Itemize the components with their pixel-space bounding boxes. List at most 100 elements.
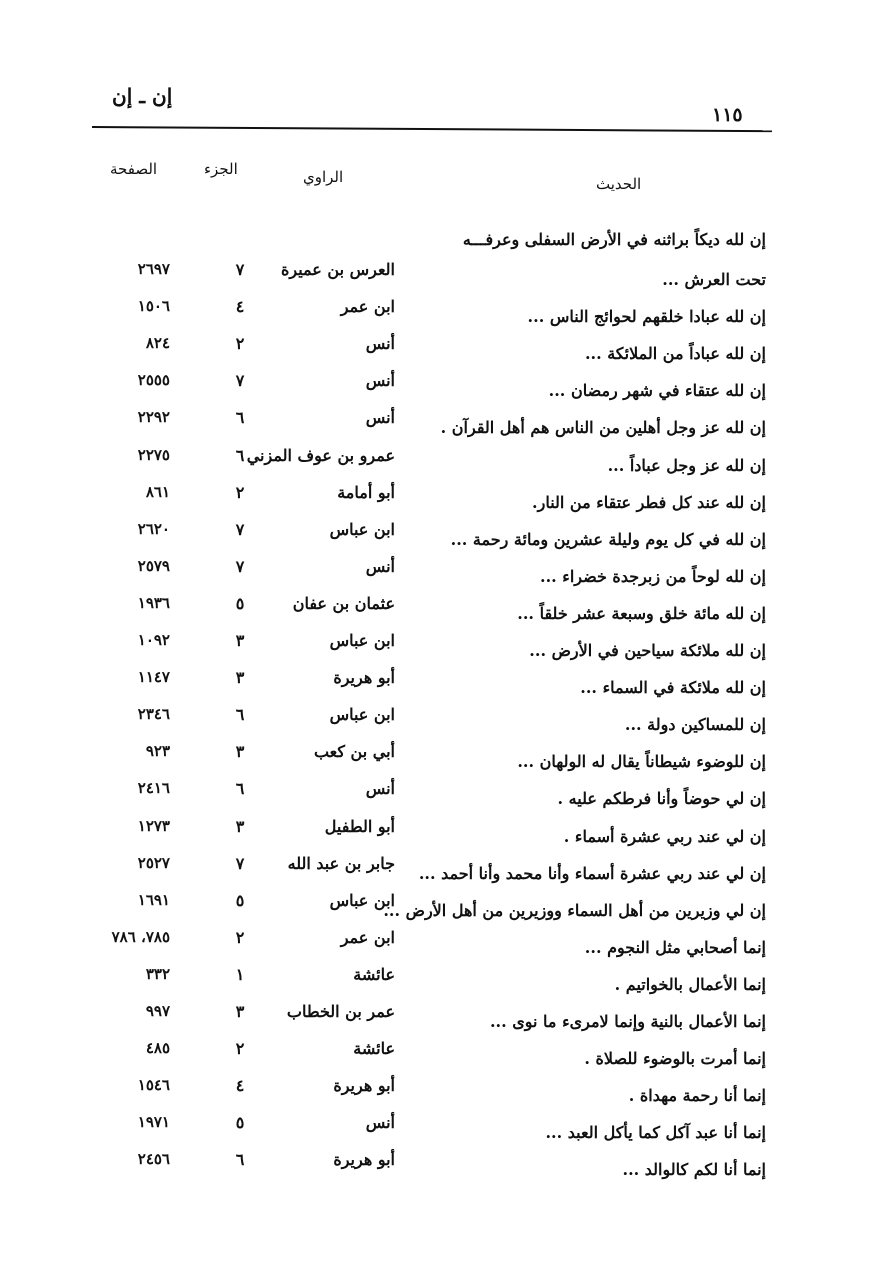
table-row: إن لله عتقاء في شهر رمضان ... أنس ٧ ٢٥٥٥	[0, 371, 892, 409]
page-reference: ١٢٧٣	[137, 816, 170, 835]
table-row: إن لله ملائكة سياحين في الأرض ... ابن عبا…	[0, 631, 892, 669]
hadith-first-line: إن لله ديكاً براثنه في الأرض السفلى وعرف…	[462, 230, 766, 249]
narrator: أنس	[365, 371, 395, 391]
narrator: أنس	[365, 779, 395, 799]
page-reference: ١٥٠٦	[137, 297, 170, 316]
table-row: إن للوضوء شيطاناً يقال له الولهان ... أبي…	[0, 742, 892, 780]
narrator: عمر بن الخطاب	[286, 1002, 395, 1021]
hadith-text: إن للوضوء شيطاناً يقال له الولهان ...	[517, 752, 766, 772]
narrator: العرس بن عميرة	[280, 260, 395, 279]
page-reference: ٢٥٢٧	[137, 853, 170, 872]
table-row: إن لي عند ربي عشرة أسماء . أبو الطفيل ٣ ١٢٧…	[0, 816, 892, 855]
column-header-page: الصفحة	[110, 160, 158, 178]
table-row: إن لله عباداً من الملائكة ... أنس ٢ ٨٢٤	[0, 334, 892, 372]
table-row: إن لله ملائكة في السماء ... أبو هريرة ٣ ١١٤…	[0, 668, 892, 706]
narrator: عثمان بن عفان	[292, 593, 395, 613]
hadith-text: إنما أنا رحمة مهداة .	[628, 1086, 766, 1106]
hadith-text: إن لله عز وجل أهلين من الناس هم أهل القر…	[440, 418, 766, 438]
hadith-text: إن لله في كل يوم وليلة عشرين ومائة رحمة …	[450, 529, 766, 549]
juz-number: ٦	[235, 779, 245, 799]
page-reference: ١٩٧١	[137, 1113, 170, 1132]
page-number: ١١٥	[712, 104, 743, 126]
page-reference: ٤٨٥	[145, 1039, 170, 1058]
page-reference: ٣٣٢	[145, 964, 170, 983]
hadith-text: إن لي عند ربي عشرة أسماء .	[563, 826, 766, 846]
table-row: إنما أنا رحمة مهداة . أبو هريرة ٤ ١٥٤٦	[0, 1076, 892, 1114]
juz-number: ٣	[235, 631, 245, 650]
narrator: ابن عباس	[329, 705, 395, 725]
juz-number: ٧	[235, 260, 245, 279]
table-row: إن لله عز وجل عباداً ... عمرو بن عوف المز…	[0, 445, 892, 484]
narrator: أنس	[365, 334, 395, 354]
page-reference: ٨٢٤	[145, 334, 170, 353]
hadith-text: إن لله ملائكة سياحين في الأرض ...	[529, 641, 766, 660]
page-reference: ١٠٩٢	[137, 631, 170, 649]
narrator: ابن عمر	[340, 297, 395, 317]
page-reference: ٢٤١٦	[137, 779, 170, 798]
page-reference: ٧٨٥، ٧٨٦	[111, 927, 170, 946]
juz-number: ٢	[235, 1039, 245, 1059]
narrator: عائشة	[353, 1039, 395, 1059]
hadith-text: إن لله ملائكة في السماء ...	[580, 678, 766, 698]
table-row: إنما أنا لكم كالوالد ... أبو هريرة ٦ ٢٤٥٦	[0, 1150, 892, 1188]
table-row: إن لله عند كل فطر عتقاء من النار. أبو أما…	[0, 482, 892, 521]
page-reference: ١٦٩١	[137, 890, 170, 909]
table-row: إن لله مائة خلق وسبعة عشر خلقاً ... عثمان…	[0, 593, 892, 632]
narrator: أبو هريرة	[333, 668, 395, 688]
hadith-text: إن لله لوحاً من زبرجدة خضراء ...	[540, 566, 766, 586]
table-row: تحت العرش ... العرس بن عميرة ٧ ٢٦٩٧	[0, 260, 892, 298]
hadith-text: إنما أنا لكم كالوالد ...	[622, 1160, 767, 1180]
juz-number: ٣	[235, 742, 245, 762]
table-row: إنما أمرت بالوضوء للصلاة . عائشة ٢ ٤٨٥	[0, 1039, 892, 1077]
narrator: ابن عمر	[340, 927, 395, 947]
hadith-text: إن لله عتقاء في شهر رمضان ...	[548, 381, 766, 401]
narrator: جابر بن عبد الله	[287, 853, 395, 873]
page-reference: ٢٢٧٥	[137, 445, 170, 464]
juz-number: ٦	[235, 445, 245, 465]
hadith-text: إنما الأعمال بالنية وإنما لامرىء ما نوى …	[489, 1012, 766, 1031]
header-rule	[91, 126, 772, 133]
column-header-narrator: الراوي	[303, 168, 344, 186]
narrator: أبو الطفيل	[324, 816, 395, 836]
hadith-text: إن لله مائة خلق وسبعة عشر خلقاً ...	[517, 603, 766, 623]
juz-number: ٦	[235, 408, 245, 428]
table-row: إن لي وزيرين من أهل السماء ووزيرين من أه…	[0, 890, 892, 929]
juz-number: ٤	[235, 1076, 245, 1096]
juz-number: ١	[235, 964, 245, 984]
hadith-text: إنما أمرت بالوضوء للصلاة .	[584, 1049, 766, 1069]
juz-number: ٣	[235, 816, 245, 836]
page-reference: ٢٥٧٩	[137, 556, 170, 575]
table-row: إنما الأعمال بالنية وإنما لامرىء ما نوى …	[0, 1002, 892, 1040]
section-heading: إن ـ إن	[112, 84, 173, 108]
juz-number: ٤	[235, 297, 245, 317]
juz-number: ٣	[235, 1002, 245, 1021]
narrator: ابن عباس	[329, 519, 395, 539]
hadith-text: إن لله عبادا خلقهم لحوائج الناس ...	[527, 307, 766, 327]
hadith-text: إن للمساكين دولة ...	[624, 715, 766, 735]
narrator: أبو هريرة	[333, 1076, 395, 1096]
table-row: إن للمساكين دولة ... ابن عباس ٦ ٢٣٤٦	[0, 705, 892, 743]
page-reference: ١٩٣٦	[137, 593, 170, 612]
page-reference: ٨٦١	[145, 482, 170, 501]
hadith-text: إن لي وزيرين من أهل السماء ووزيرين من أه…	[383, 900, 766, 920]
juz-number: ٧	[235, 371, 245, 391]
column-header-hadith: الحديث	[596, 175, 642, 193]
hadith-text: إن لله عز وجل عباداً ...	[607, 455, 766, 475]
table-row: إنما أنا عبد آكل كما يأكل العبد ... أنس ٥ ١…	[0, 1113, 892, 1151]
juz-number: ٥	[235, 593, 245, 613]
narrator: ابن عباس	[329, 631, 395, 650]
narrator: أنس	[365, 1113, 395, 1133]
page-reference: ١٥٤٦	[137, 1076, 170, 1095]
juz-number: ٦	[235, 1150, 245, 1170]
table-row: إنما أصحابي مثل النجوم ... ابن عمر ٢ ٧٨٥، ٧…	[0, 927, 892, 966]
juz-number: ٥	[235, 1113, 245, 1133]
table-row: إن لله لوحاً من زبرجدة خضراء ... أنس ٧ ٢٥٧٩	[0, 556, 892, 595]
hadith-text: إن لي حوضاً وأنا فرطكم عليه .	[557, 789, 766, 809]
hadith-text: إن لله عباداً من الملائكة ...	[584, 344, 766, 364]
juz-number: ٧	[235, 556, 245, 576]
juz-number: ٦	[235, 705, 245, 725]
narrator: أنس	[365, 556, 395, 576]
juz-number: ٢	[235, 334, 245, 354]
table-row: إن لله عز وجل أهلين من الناس هم أهل القر…	[0, 408, 892, 446]
table-row: إن لي حوضاً وأنا فرطكم عليه . أنس ٦ ٢٤١٦	[0, 779, 892, 817]
